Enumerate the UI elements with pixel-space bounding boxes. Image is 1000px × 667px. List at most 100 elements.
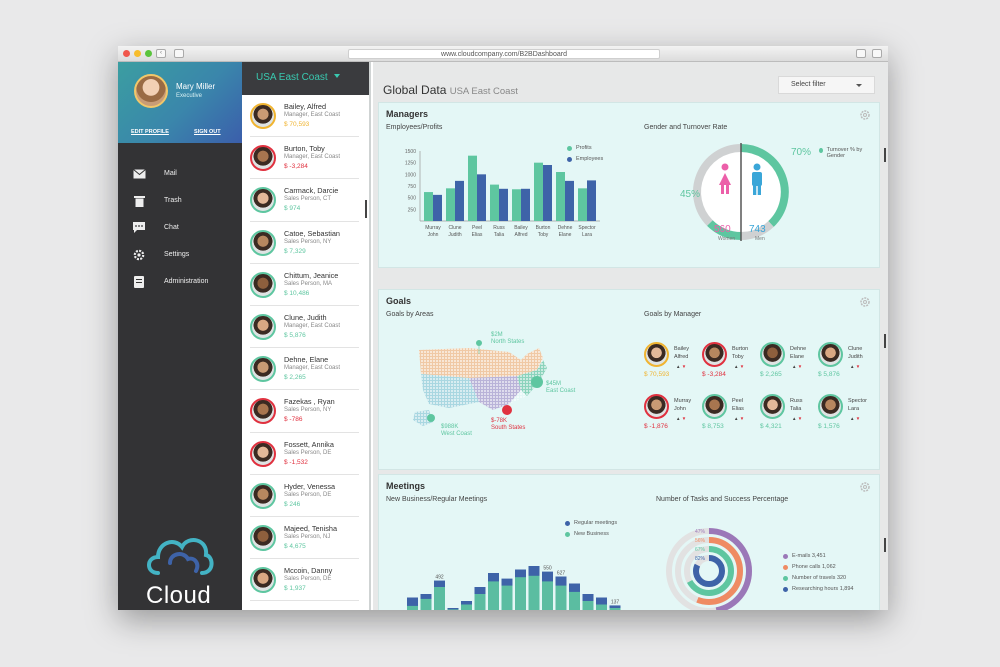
page-title-text: Global Data	[383, 83, 447, 97]
edit-profile-link[interactable]: EDIT PROFILE	[131, 129, 169, 135]
goal-manager-card[interactable]: Dehne Elane ▲ ▼ $ 2,265	[760, 342, 810, 382]
goal-manager-card[interactable]: Russ Talia ▲ ▼ $ 4,321	[760, 394, 810, 434]
goal-manager-first: Bailey	[674, 346, 689, 352]
list-item[interactable]: Fazekas , Ryan Sales Person, NY $ -786	[250, 390, 359, 433]
north-states-name: North States	[491, 339, 525, 345]
person-value: $ -3,284	[284, 163, 308, 171]
trend-arrows-icon: ▲ ▼	[676, 364, 687, 369]
west-coast-marker[interactable]	[427, 414, 435, 422]
person-role: Sales Person, NJ	[284, 533, 331, 540]
goal-manager-card[interactable]: Murray John ▲ ▼ $ -1,876	[644, 394, 694, 434]
list-item[interactable]: Catoe, Sebastian Sales Person, NY $ 7,32…	[250, 222, 359, 264]
list-item[interactable]: Majeed, Tenisha Sales Person, NJ $ 4,675	[250, 517, 359, 560]
person-role: Manager, East Coast	[284, 322, 341, 329]
person-role: Manager, East Coast	[284, 112, 341, 118]
men-turnover-arc-rest	[740, 220, 774, 240]
gender-turnover-title: Gender and Turnover Rate	[644, 124, 728, 131]
legend-name: E-mails	[792, 553, 811, 559]
list-item[interactable]: Fossett, Annika Sales Person, DE $ -1,53…	[250, 433, 359, 475]
goal-manager-card[interactable]: Clune Judith ▲ ▼ $ 5,876	[818, 342, 868, 382]
gear-icon[interactable]	[859, 481, 871, 493]
goal-manager-last: Lara	[848, 406, 860, 412]
minimize-window-button[interactable]	[134, 50, 141, 57]
bar-employees	[499, 188, 508, 221]
male-icon	[752, 163, 762, 195]
men-turnover-arc	[740, 144, 789, 227]
x-tick-label: Toby	[538, 232, 549, 238]
select-filter-dropdown[interactable]: Select filter	[778, 76, 875, 94]
close-window-button[interactable]	[123, 50, 130, 57]
region-dropdown[interactable]: USA East Coast	[242, 62, 369, 95]
sidebar: Mary Miller Executive EDIT PROFILE SIGN …	[118, 62, 242, 610]
goal-manager-value: $ 70,593	[644, 371, 670, 378]
goal-manager-value: $ 2,265	[760, 371, 782, 378]
maximize-window-button[interactable]	[145, 50, 152, 57]
avatar	[702, 394, 727, 419]
goal-manager-card[interactable]: Spector Lara ▲ ▼ $ 1,576	[818, 394, 868, 434]
people-scrollbar[interactable]	[365, 200, 367, 218]
page-subtitle: USA East Coast	[449, 86, 518, 97]
person-role: Sales Person, DE	[284, 449, 332, 456]
west-coast-value: $988K	[441, 424, 459, 430]
mail-icon	[132, 168, 146, 180]
x-tick-label: Russ	[493, 225, 505, 231]
sidebar-item-label: Administration	[164, 278, 209, 285]
sign-out-link[interactable]: SIGN OUT	[194, 129, 221, 135]
address-bar[interactable]: www.cloudcompany.com/B2BDashboard	[348, 49, 660, 59]
list-item[interactable]: Chittum, Jeanice Sales Person, MA $ 10,4…	[250, 264, 359, 306]
dashboard-app: Mary Miller Executive EDIT PROFILE SIGN …	[118, 62, 888, 610]
goal-manager-name: Peel Elias	[732, 397, 744, 413]
ring-researching-hours	[693, 555, 725, 587]
y-tick-label: 1250	[405, 161, 416, 167]
goal-manager-last: John	[674, 406, 686, 412]
legend-name: Phone calls	[792, 564, 821, 570]
gear-icon[interactable]	[859, 109, 871, 121]
person-name: Bailey, Alfred	[284, 102, 327, 111]
main-content: Global Data USA East Coast Select filter…	[373, 62, 888, 610]
bar-employees	[433, 194, 442, 221]
gear-icon[interactable]	[859, 296, 871, 308]
bar-data-label: 492	[435, 575, 444, 581]
list-item[interactable]: Hyder, Venessa Sales Person, DE $ 246	[250, 475, 359, 517]
new-business-meetings-title: New Business/Regular Meetings	[386, 496, 488, 503]
list-item[interactable]: Clune, Judith Manager, East Coast $ 5,87…	[250, 306, 359, 349]
list-item[interactable]: Carmack, Darcie Sales Person, CT $ 974	[250, 179, 359, 222]
person-role: Manager, East Coast	[284, 365, 341, 372]
list-item[interactable]: Mccoin, Danny Sales Person, DE $ 1,937	[250, 559, 359, 602]
sidebar-item-trash[interactable]: Trash	[118, 187, 242, 214]
sidebar-item-label: Chat	[164, 224, 179, 231]
list-item[interactable]: Dehne, Elane Manager, East Coast $ 2,265	[250, 348, 359, 391]
share-button[interactable]	[856, 49, 866, 58]
page-title: Global Data USA East Coast	[383, 83, 518, 97]
bar-data-label: 550	[543, 566, 552, 572]
turnover-legend-label: Turnover % by Gender	[826, 147, 863, 159]
sidebar-toggle-button[interactable]	[174, 49, 184, 58]
men-turnover-percent: 70%	[791, 147, 812, 158]
list-item[interactable]: Burton, Toby Manager, East Coast $ -3,28…	[250, 137, 359, 180]
back-button[interactable]: ‹	[156, 49, 166, 58]
main-scrollbar[interactable]	[882, 62, 888, 610]
south-states-marker[interactable]	[502, 405, 512, 415]
sidebar-item-mail[interactable]: Mail	[118, 160, 242, 187]
goals-card: Goals Goals by Areas Goals by Manager	[378, 289, 880, 470]
list-item[interactable]: Bailey, Alfred Manager, East Coast $ 70,…	[250, 95, 359, 138]
bar-new-business	[461, 604, 472, 610]
bar-new-business	[596, 604, 607, 610]
turnover-legend: Turnover % by Gender	[819, 147, 867, 164]
women-count: 560	[714, 224, 731, 235]
goal-manager-card[interactable]: Bailey Alfred ▲ ▼ $ 70,593	[644, 342, 694, 382]
goal-manager-name: Spector Lara	[848, 397, 867, 413]
x-tick-label: Spector	[578, 225, 596, 231]
goal-manager-card[interactable]: Burton Toby ▲ ▼ $ -3,284	[702, 342, 752, 382]
bar-employees	[543, 165, 552, 221]
tabs-button[interactable]	[872, 49, 882, 58]
goal-manager-card[interactable]: Peel Elias ▲ ▼ $ 8,753	[702, 394, 752, 434]
sidebar-item-settings[interactable]: Settings	[118, 241, 242, 268]
y-tick-label: 750	[408, 184, 417, 190]
person-name: Burton, Toby	[284, 144, 325, 154]
person-name: Carmack, Darcie	[284, 186, 339, 196]
east-coast-marker[interactable]	[531, 376, 543, 388]
sidebar-item-chat[interactable]: Chat	[118, 214, 242, 241]
sidebar-item-administration[interactable]: Administration	[118, 268, 242, 295]
x-tick-label: Alfred	[514, 232, 527, 238]
